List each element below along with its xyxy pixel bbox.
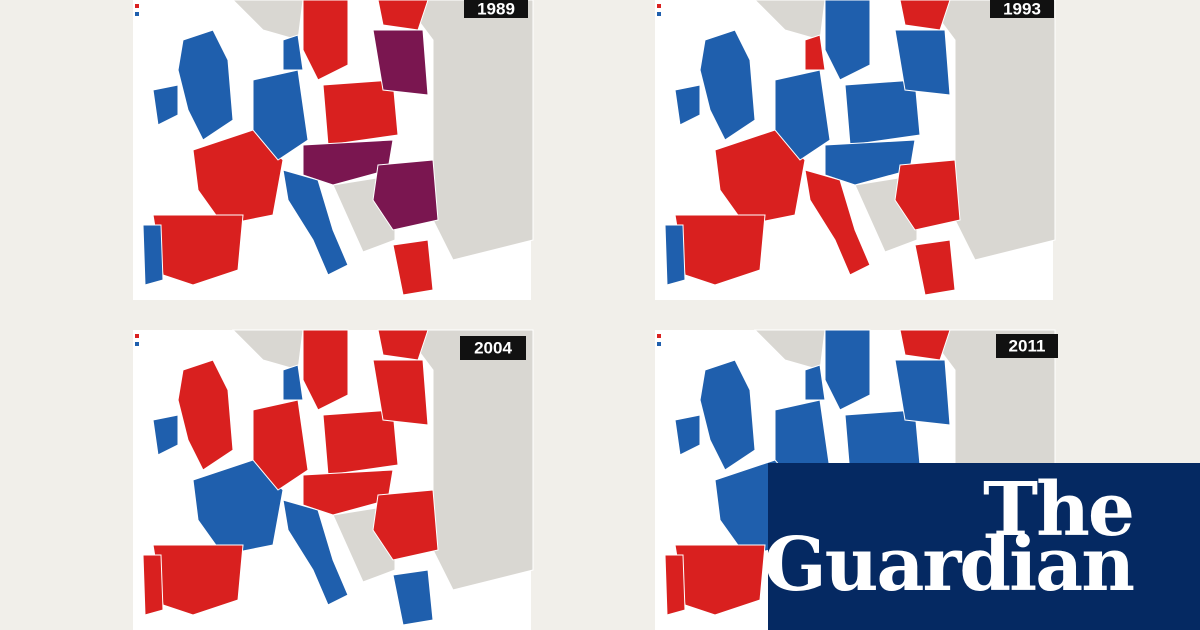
- country: [372, 359, 429, 426]
- year-label: 2011: [1009, 336, 1046, 355]
- country: [804, 34, 826, 71]
- country: [824, 0, 871, 81]
- legend-swatch: [657, 342, 661, 346]
- country: [302, 329, 349, 411]
- legend-swatch: [135, 12, 139, 16]
- legend-swatch: [657, 12, 661, 16]
- country: [844, 79, 921, 146]
- country: [392, 239, 434, 296]
- map-panel: [133, 329, 534, 630]
- country: [699, 29, 756, 141]
- legend-swatch: [135, 4, 139, 8]
- country: [152, 84, 179, 126]
- country: [152, 414, 179, 456]
- country: [894, 29, 951, 96]
- country: [302, 0, 349, 81]
- country: [804, 364, 826, 401]
- country: [142, 224, 164, 286]
- year-box: [990, 0, 1054, 18]
- year-box: [464, 0, 528, 18]
- year-label: 2004: [474, 338, 512, 357]
- country: [177, 359, 234, 471]
- country: [914, 239, 956, 296]
- country: [894, 159, 961, 231]
- logo: The Guardian: [763, 463, 1200, 630]
- country: [664, 224, 686, 286]
- legend-swatch: [135, 342, 139, 346]
- country: [372, 489, 439, 561]
- year-label: 1989: [477, 0, 515, 18]
- country: [674, 84, 701, 126]
- country: [252, 399, 309, 491]
- country: [392, 569, 434, 626]
- country: [322, 409, 399, 476]
- year-labels: 1989 1993 2004 2011: [460, 0, 1058, 360]
- country: [824, 139, 916, 186]
- country: [302, 469, 394, 516]
- map-panel: [655, 0, 1056, 300]
- logo-line: The: [983, 467, 1133, 553]
- country: [804, 169, 871, 276]
- logo-box: [768, 463, 1200, 630]
- country: [372, 29, 429, 96]
- country: [322, 79, 399, 146]
- map-panel: [133, 0, 534, 300]
- country: [282, 364, 304, 401]
- country: [282, 169, 349, 276]
- country: [372, 159, 439, 231]
- country: [282, 499, 349, 606]
- country: [894, 359, 951, 426]
- country: [699, 359, 756, 471]
- country: [282, 34, 304, 71]
- country: [674, 414, 701, 456]
- legend-swatch: [135, 334, 139, 338]
- country: [142, 554, 164, 616]
- country: [302, 139, 394, 186]
- year-box: [996, 334, 1058, 358]
- legend-swatch: [657, 334, 661, 338]
- country: [774, 69, 831, 161]
- logo-line: Guardian: [763, 522, 1134, 608]
- legend-swatch: [657, 4, 661, 8]
- country: [252, 69, 309, 161]
- year-box: [460, 336, 526, 360]
- country: [177, 29, 234, 141]
- country: [664, 554, 686, 616]
- year-label: 1993: [1003, 0, 1041, 18]
- country: [824, 329, 871, 411]
